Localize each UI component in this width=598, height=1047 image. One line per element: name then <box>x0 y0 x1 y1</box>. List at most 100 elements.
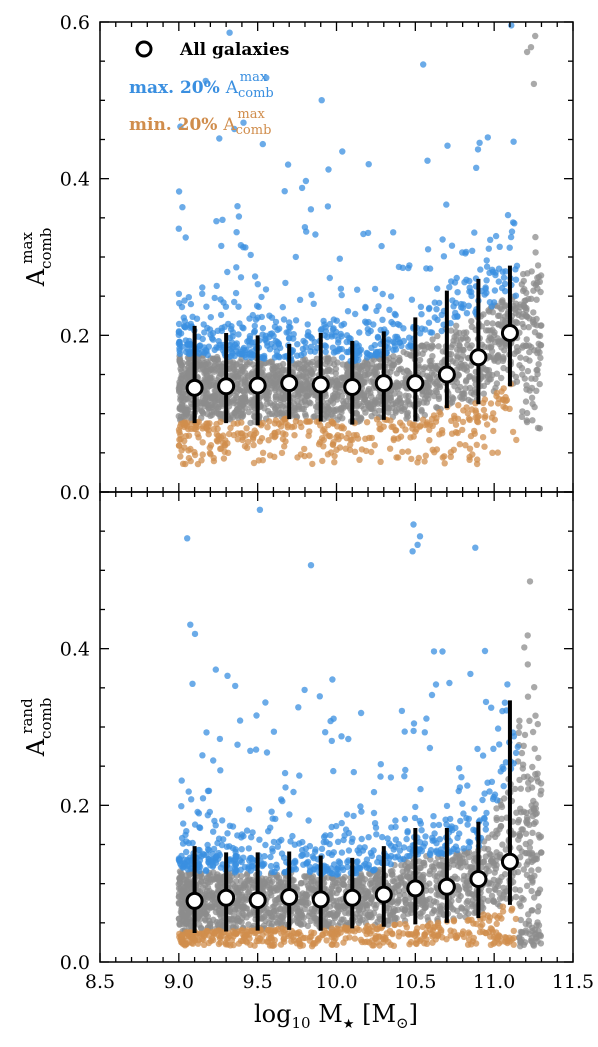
scatter-point-min <box>243 425 250 432</box>
scatter-point-max <box>237 348 244 356</box>
scatter-point-all <box>234 414 242 421</box>
scatter-point-all <box>524 661 531 668</box>
scatter-point-all <box>305 386 312 393</box>
scatter-point-all <box>247 419 254 427</box>
scatter-point-all <box>537 780 545 787</box>
y-tick-label: 0.2 <box>60 325 90 347</box>
scatter-point-max <box>492 232 500 240</box>
scatter-point-max <box>397 856 404 863</box>
scatter-point-max <box>403 835 410 843</box>
scatter-point-max <box>320 317 327 325</box>
scatter-point-max <box>245 845 252 852</box>
scatter-point-all <box>236 917 243 925</box>
scatter-point-all <box>328 885 335 893</box>
scatter-point-max <box>211 294 218 302</box>
scatter-point-max <box>488 704 495 711</box>
scatter-point-max <box>355 864 362 871</box>
scatter-point-min <box>480 406 488 414</box>
scatter-point-all <box>403 411 411 418</box>
scatter-point-min <box>441 460 448 467</box>
scatter-point-max <box>182 831 189 839</box>
scatter-point-all <box>525 911 532 918</box>
scatter-point-all <box>468 318 475 325</box>
scatter-point-max <box>502 759 510 766</box>
scatter-point-all <box>310 912 317 919</box>
scatter-point-all <box>526 717 533 724</box>
scatter-point-max <box>398 707 406 715</box>
scatter-point-max <box>259 140 266 148</box>
scatter-point-all <box>534 279 541 286</box>
scatter-point-max <box>452 299 460 307</box>
scatter-point-max <box>494 725 502 732</box>
scatter-point-max <box>432 13 438 19</box>
scatter-point-all <box>357 917 364 924</box>
scatter-point-all <box>274 410 281 418</box>
scatter-point-max <box>460 845 467 852</box>
scatter-point-all <box>376 407 383 414</box>
scatter-point-max <box>456 784 464 791</box>
scatter-point-max <box>333 822 340 830</box>
scatter-point-min <box>397 433 405 440</box>
scatter-point-min <box>259 449 267 456</box>
scatter-point-all <box>520 773 528 781</box>
scatter-point-max <box>402 766 409 774</box>
scatter-point-min <box>250 459 258 467</box>
scatter-point-min <box>220 455 228 462</box>
scatter-point-all <box>259 884 266 891</box>
scatter-point-min <box>473 441 480 448</box>
scatter-point-all <box>269 878 276 885</box>
scatter-point-min <box>469 451 476 458</box>
scatter-point-all <box>524 632 531 639</box>
scatter-point-max <box>344 308 352 315</box>
scatter-point-max <box>424 246 432 253</box>
scatter-point-all <box>518 894 525 902</box>
scatter-point-all <box>401 403 409 411</box>
scatter-point-max <box>487 236 494 243</box>
scatter-point-all <box>463 905 470 912</box>
scatter-point-max <box>318 845 326 852</box>
scatter-point-min <box>203 425 211 432</box>
scatter-point-max <box>444 142 451 149</box>
scatter-point-all <box>484 846 492 853</box>
scatter-point-max <box>259 861 266 868</box>
scatter-point-all <box>501 347 508 354</box>
scatter-point-all <box>525 786 532 793</box>
scatter-point-max <box>220 836 227 843</box>
scatter-point-all <box>529 907 536 914</box>
scatter-point-max <box>281 869 289 876</box>
scatter-point-max <box>418 827 425 834</box>
scatter-point-max <box>365 861 372 869</box>
scatter-point-all <box>518 749 526 757</box>
legend-entry-max: max. 20% Acombmax <box>129 70 274 101</box>
scatter-point-max <box>274 843 281 850</box>
scatter-point-max <box>343 348 350 356</box>
scatter-point-max <box>448 848 455 855</box>
scatter-point-max <box>388 852 395 860</box>
scatter-point-all <box>371 368 378 376</box>
scatter-point-all <box>419 901 426 909</box>
scatter-point-min <box>390 423 397 430</box>
scatter-point-all <box>214 883 221 890</box>
scatter-point-all <box>322 885 329 892</box>
scatter-point-all <box>400 887 408 894</box>
scatter-point-all <box>527 44 535 51</box>
scatter-point-all <box>201 375 208 383</box>
scatter-point-all <box>463 364 470 371</box>
scatter-point-all <box>531 684 538 691</box>
scatter-point-all <box>516 717 523 724</box>
scatter-point-all <box>416 356 424 364</box>
scatter-point-max <box>323 863 330 871</box>
scatter-point-max <box>226 342 234 349</box>
scatter-point-all <box>523 809 530 816</box>
scatter-point-min <box>327 449 335 456</box>
scatter-point-max <box>274 326 281 334</box>
scatter-point-max <box>406 845 413 852</box>
scatter-point-all <box>457 336 464 343</box>
scatter-point-max <box>465 815 472 822</box>
scatter-point-min <box>415 454 422 462</box>
scatter-point-all <box>462 859 469 866</box>
scatter-point-min <box>429 422 436 429</box>
scatter-point-max <box>268 314 276 321</box>
scatter-point-all <box>534 720 541 728</box>
scatter-point-all <box>202 904 210 911</box>
